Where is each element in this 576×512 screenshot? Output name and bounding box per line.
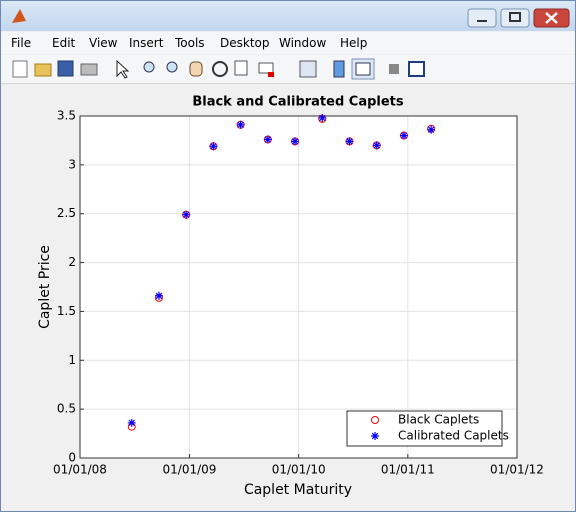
legend-label: Calibrated Caplets <box>398 429 509 443</box>
menu-item[interactable]: Help <box>340 36 368 50</box>
select-icon[interactable] <box>116 59 130 79</box>
zoom-in-icon[interactable] <box>143 61 155 73</box>
legend: Black Caplets Calibrated Caplets <box>346 410 509 447</box>
y-tick-label: 2 <box>68 255 76 269</box>
menu-item[interactable]: View <box>89 36 118 50</box>
save-icon[interactable] <box>57 60 74 77</box>
marker-star <box>182 210 191 219</box>
menu-item[interactable]: Window <box>279 36 327 50</box>
zoom-out-icon[interactable] <box>166 61 178 73</box>
y-tick-label: 0 <box>68 451 76 465</box>
marker-star <box>345 137 354 146</box>
print-icon[interactable] <box>80 63 98 76</box>
marker-star <box>291 137 300 146</box>
legend-marker <box>371 432 379 440</box>
title-bar <box>1 1 575 31</box>
hide-tools-icon[interactable] <box>389 64 399 74</box>
marker-star <box>127 418 136 427</box>
menu-bar: File Edit View Insert Tools Desktop Window Help <box>1 32 575 54</box>
y-tick-label: 0.5 <box>57 402 76 416</box>
data-cursor-icon[interactable] <box>234 60 248 76</box>
x-axis-label: Caplet Maturity <box>244 482 352 498</box>
menu-item[interactable]: Edit <box>52 36 76 50</box>
minimize-button[interactable] <box>467 8 497 28</box>
new-icon[interactable] <box>12 60 28 78</box>
y-axis-label: Caplet Price <box>37 245 53 329</box>
x-tick-label: 01/01/11 <box>381 463 435 477</box>
chart-title: Black and Calibrated Caplets <box>192 95 404 110</box>
marker-star <box>318 113 327 122</box>
legend-label: Black Caplets <box>398 413 479 427</box>
marker-star <box>154 291 163 300</box>
x-tick-label: 01/01/10 <box>272 463 326 477</box>
y-tick-label: 3.5 <box>57 109 76 123</box>
marker-star <box>263 135 272 144</box>
marker-star <box>209 142 218 151</box>
marker-star <box>399 131 408 140</box>
figure-canvas: Black and Calibrated Caplets Caplet Matu… <box>37 95 544 499</box>
app-icon <box>12 9 26 23</box>
menu-item[interactable]: Desktop <box>220 36 270 50</box>
menu-item[interactable]: File <box>11 36 32 50</box>
marker-star <box>236 120 245 129</box>
legend-marker <box>371 416 379 424</box>
link-icon[interactable] <box>299 60 317 78</box>
y-tick-label: 2.5 <box>57 206 76 220</box>
y-tick-label: 1.5 <box>57 304 76 318</box>
pan-icon[interactable] <box>189 61 203 77</box>
y-tick-label: 1 <box>68 353 76 367</box>
marker-star <box>427 125 436 134</box>
toolbar-icons <box>12 58 425 80</box>
y-tick-label: 3 <box>68 157 76 171</box>
x-tick-label: 01/01/08 <box>53 463 107 477</box>
colorbar-icon[interactable] <box>333 60 345 78</box>
marker-star <box>372 141 381 150</box>
rotate-icon[interactable] <box>212 61 228 77</box>
menu-item[interactable]: Insert <box>129 36 164 50</box>
title-bar-icons <box>12 8 570 28</box>
open-icon[interactable] <box>34 63 52 77</box>
brush-icon[interactable] <box>258 62 274 74</box>
menu-item[interactable]: Tools <box>175 36 205 50</box>
axes-box <box>79 115 518 459</box>
x-tick-label: 01/01/09 <box>163 463 217 477</box>
maximize-button[interactable] <box>500 8 530 28</box>
toolbar <box>1 55 575 84</box>
show-tools-icon[interactable] <box>408 61 425 77</box>
x-tick-label: 01/01/12 <box>490 463 544 477</box>
